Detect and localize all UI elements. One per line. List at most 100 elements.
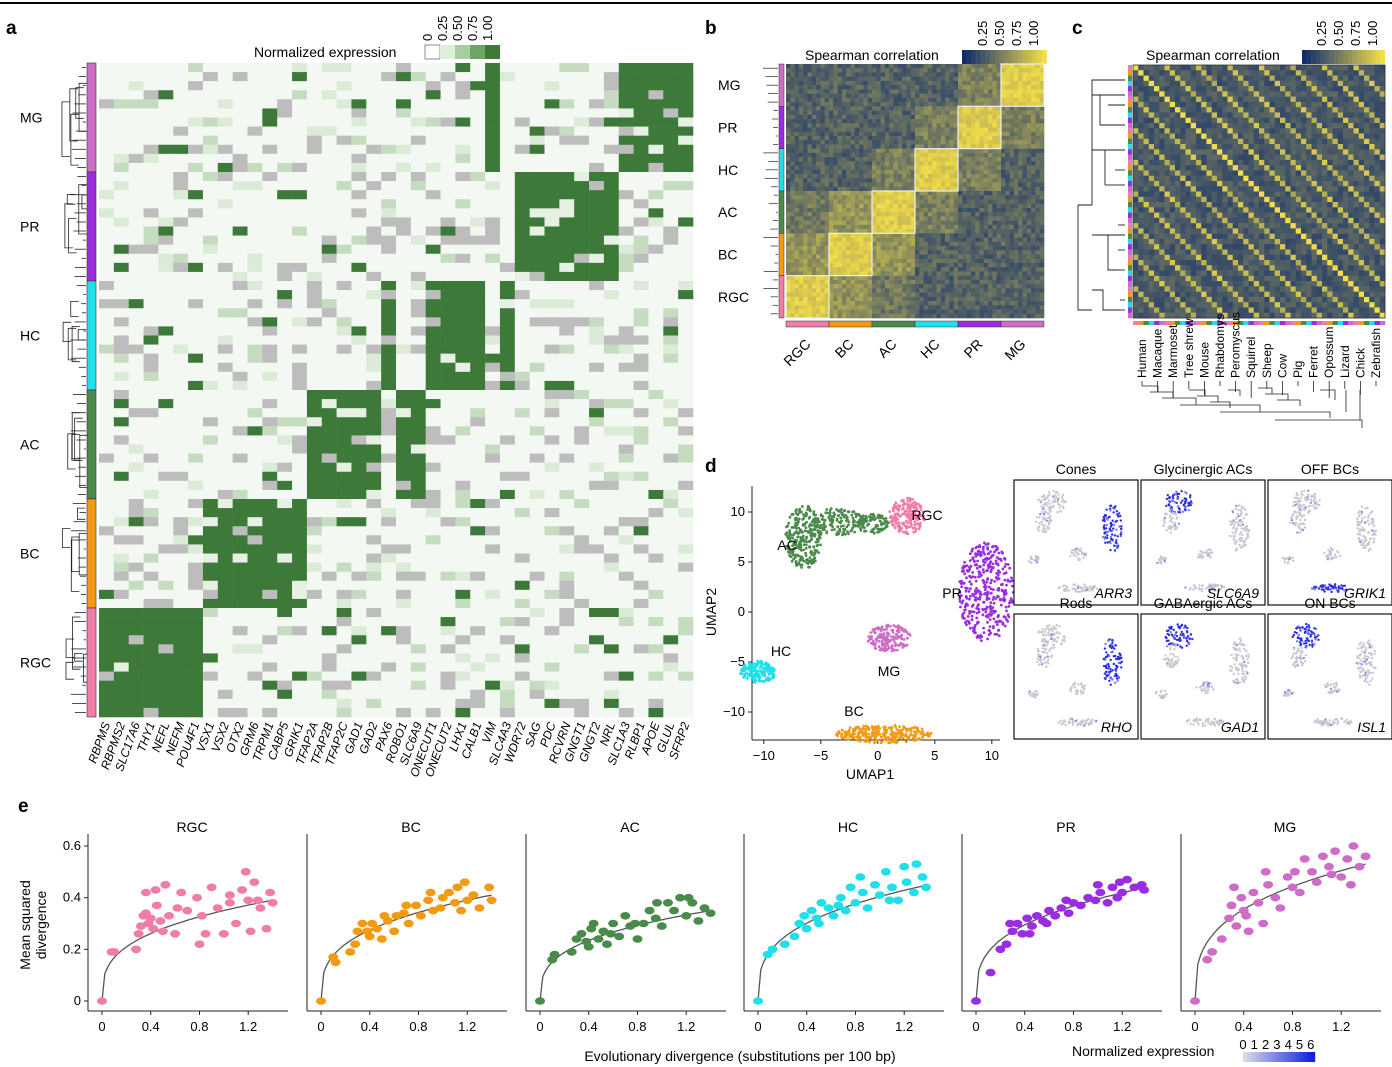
heatmap-cell — [410, 172, 426, 182]
correlation-cell — [1018, 186, 1023, 192]
heatmap-cell — [336, 72, 352, 82]
correlation-cell — [850, 140, 856, 145]
dendrogram-link — [61, 101, 70, 157]
correlation-cell — [790, 110, 795, 116]
heatmap-cell — [366, 99, 382, 109]
heatmap-cell — [292, 562, 308, 572]
heatmap-cell — [366, 172, 382, 182]
correlation-cell — [867, 76, 873, 82]
heatmap-cell — [544, 707, 560, 718]
heatmap-cell — [217, 90, 233, 100]
correlation-cell — [979, 186, 985, 192]
correlation-cell — [966, 102, 972, 107]
correlation-cell — [1039, 157, 1045, 162]
heatmap-cell — [559, 426, 575, 436]
correlation-cell — [803, 68, 808, 73]
correlation-cell — [841, 131, 847, 137]
legend-gradient — [994, 50, 1000, 64]
heatmap-cell — [321, 444, 337, 454]
heatmap-cell — [529, 635, 545, 645]
correlation-cell — [850, 102, 856, 107]
heatmap-cell — [678, 571, 694, 582]
heatmap-cell — [143, 235, 159, 245]
heatmap-cell — [202, 172, 219, 182]
heatmap-cell — [455, 417, 471, 427]
heatmap-cell — [232, 489, 248, 500]
heatmap-cell — [158, 598, 174, 609]
heatmap-cell — [396, 117, 412, 127]
correlation-cell — [975, 127, 980, 133]
correlation-cell — [970, 85, 976, 90]
correlation-cell — [803, 89, 808, 94]
heatmap-cell — [589, 698, 605, 709]
heatmap-cell — [589, 589, 605, 600]
correlation-cell — [992, 152, 997, 158]
correlation-cell — [983, 186, 989, 192]
correlation-cell — [975, 152, 980, 158]
heatmap-cell — [143, 380, 159, 391]
correlation-cell — [966, 161, 972, 166]
heatmap-cell — [217, 317, 233, 327]
heatmap-cell — [336, 526, 352, 536]
correlation-cell — [975, 106, 980, 111]
heatmap-cell — [618, 153, 634, 164]
correlation-cell — [786, 85, 791, 90]
correlation-cell — [962, 72, 967, 77]
heatmap-cell — [514, 662, 530, 672]
heatmap-cell — [559, 644, 575, 654]
heatmap-cell — [232, 153, 248, 164]
heatmap-cell — [188, 99, 204, 109]
heatmap-cell — [648, 680, 664, 691]
heatmap-cell — [499, 308, 516, 318]
heatmap-cell — [485, 380, 501, 391]
correlation-cell — [958, 148, 963, 154]
heatmap-cell — [663, 553, 679, 563]
correlation-cell — [902, 131, 907, 137]
correlation-cell — [1018, 72, 1023, 77]
correlation-cell — [979, 152, 985, 158]
heatmap-cell — [202, 417, 219, 427]
heatmap-cell — [603, 653, 620, 663]
heatmap-cell — [188, 508, 204, 518]
heatmap-cell — [529, 390, 545, 400]
heatmap-cell — [188, 480, 204, 491]
heatmap-cell — [336, 371, 352, 382]
heatmap-cell — [559, 417, 575, 427]
heatmap-cell — [514, 199, 530, 209]
correlation-cell — [807, 161, 813, 166]
heatmap-cell — [173, 144, 189, 155]
correlation-cell — [798, 119, 804, 124]
heatmap-cell — [618, 417, 634, 427]
heatmap-cell — [262, 608, 278, 618]
heatmap-cell — [232, 453, 248, 463]
heatmap-cell — [648, 444, 664, 454]
heatmap-cell — [158, 562, 174, 572]
correlation-cell — [1005, 161, 1010, 166]
heatmap-cell — [544, 99, 560, 109]
correlation-cell — [897, 191, 903, 196]
heatmap-cell — [574, 317, 590, 327]
heatmap-cell — [188, 371, 204, 382]
heatmap-cell — [440, 580, 456, 591]
heatmap-cell — [292, 453, 308, 463]
heatmap-cell — [440, 562, 456, 572]
correlation-cell — [850, 123, 856, 128]
heatmap-cell — [559, 153, 575, 164]
correlation-cell — [927, 97, 933, 103]
heatmap-cell — [499, 344, 516, 354]
heatmap-cell — [499, 290, 516, 300]
correlation-cell — [859, 186, 864, 192]
correlation-cell — [958, 93, 963, 99]
heatmap-cell — [470, 290, 486, 300]
heatmap-cell — [306, 580, 323, 591]
correlation-cell — [893, 76, 899, 82]
heatmap-cell — [633, 671, 649, 681]
heatmap-cell — [559, 380, 575, 391]
heatmap-cell — [603, 235, 620, 245]
correlation-cell — [910, 186, 916, 192]
correlation-cell — [841, 119, 847, 124]
heatmap-cell — [425, 435, 441, 445]
heatmap-cell — [217, 399, 233, 409]
heatmap-cell — [277, 662, 293, 672]
